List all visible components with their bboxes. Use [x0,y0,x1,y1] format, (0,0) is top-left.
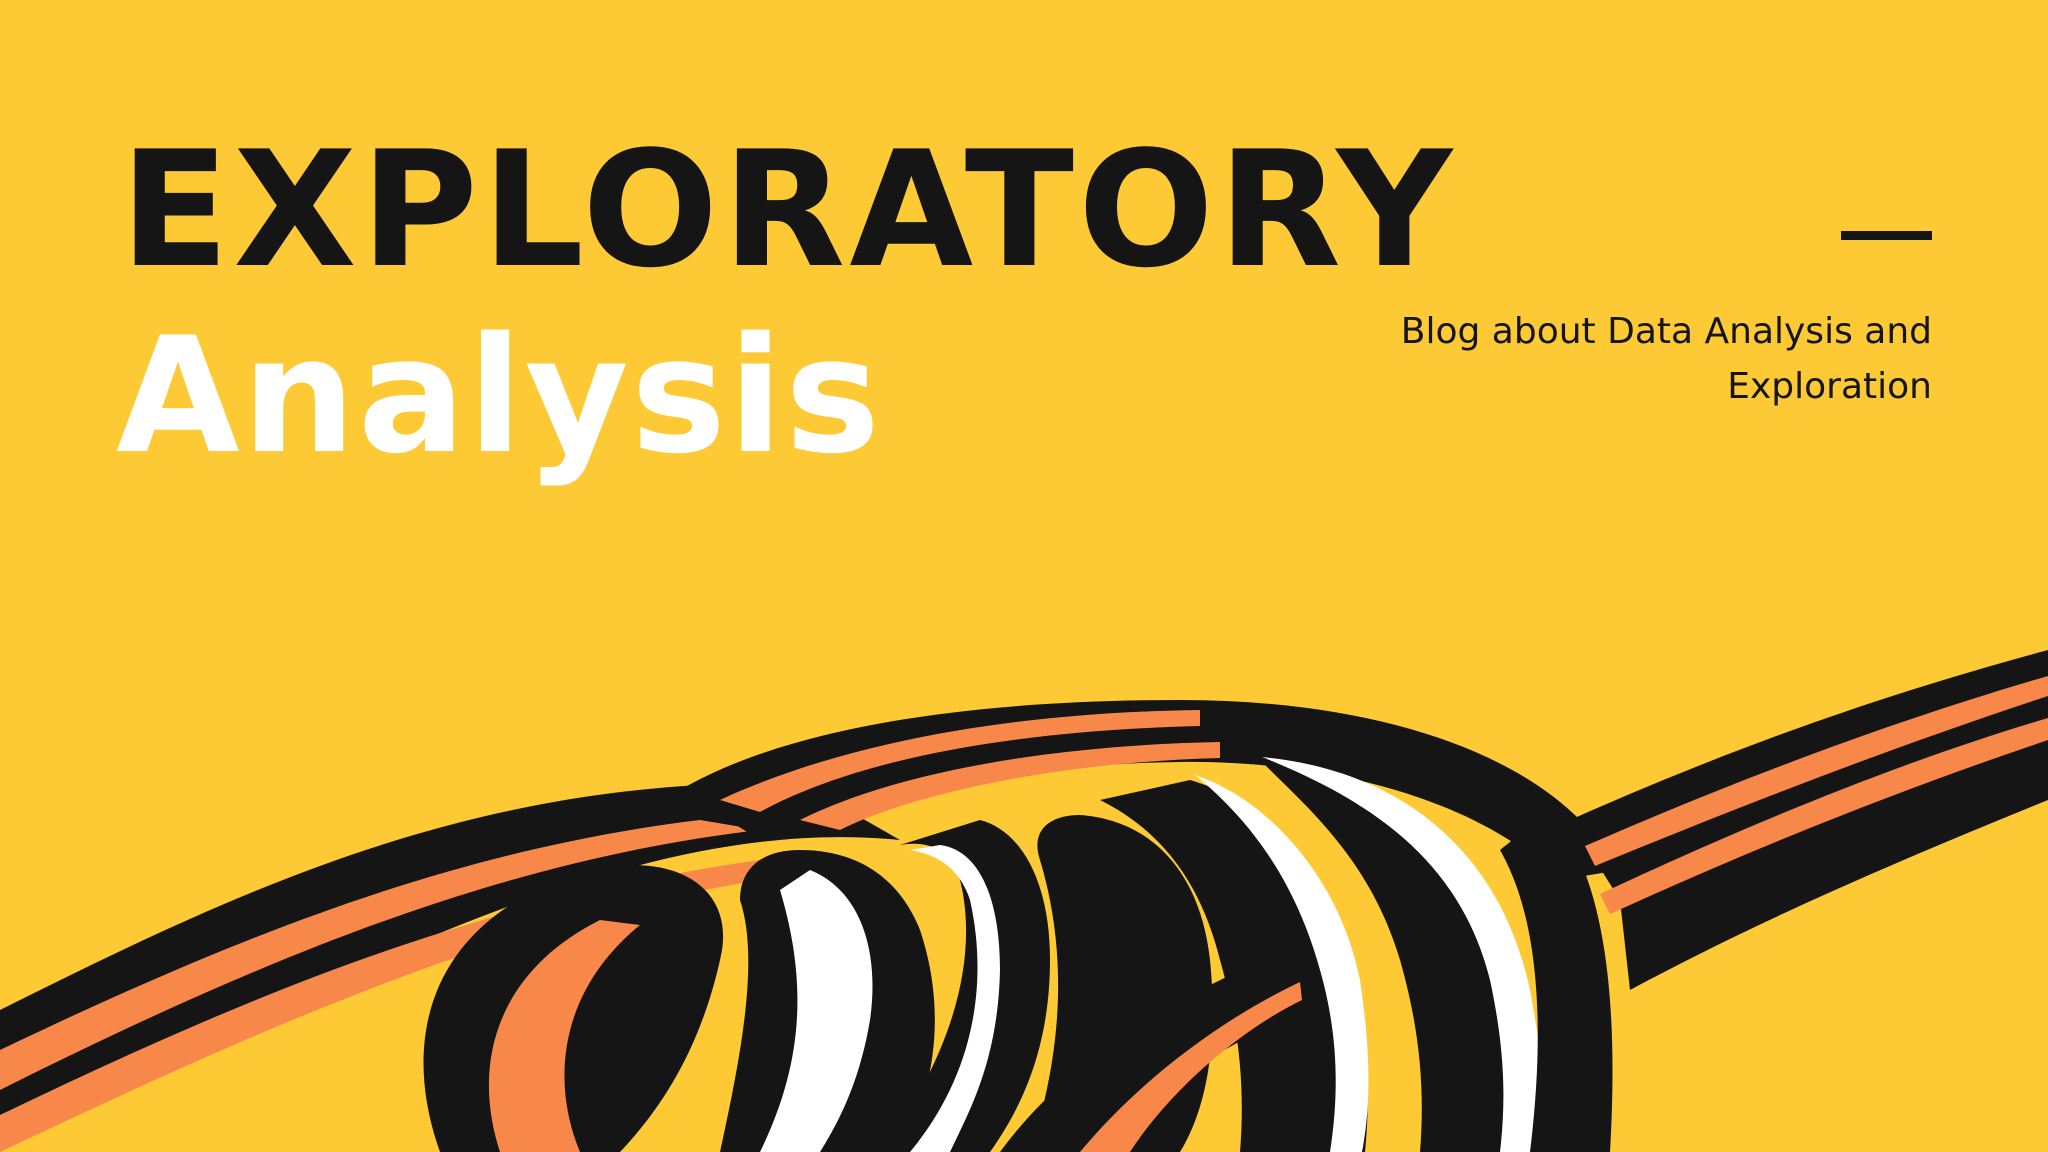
loop-5-white [1195,775,1369,1152]
ribbon-lower-sweep-black [1000,950,1300,1152]
loop-6-white [1262,757,1544,1152]
heading-exploratory: EXPLORATORY [120,116,1457,303]
ribbon-right-orange-1 [1585,676,2048,866]
heading-analysis: Analysis [116,302,883,489]
loop-7-black [1500,810,1613,1152]
loop-3-white [910,845,1000,1152]
ribbon-upper-arc-orange-1 [720,710,1200,812]
loop-3-black [880,820,1050,1152]
accent-dash [1841,231,1932,240]
loop-6-black [1260,760,1528,1152]
tagline: Blog about Data Analysis and Exploration [1400,311,1932,407]
loop-2-white [760,870,873,1152]
loop-1-orange [488,920,640,1152]
ribbon-right-orange-2 [1600,718,2048,914]
ribbon-lower-sweep-orange [1080,982,1302,1152]
ribbon-upper-arc-orange-2 [800,742,1220,830]
